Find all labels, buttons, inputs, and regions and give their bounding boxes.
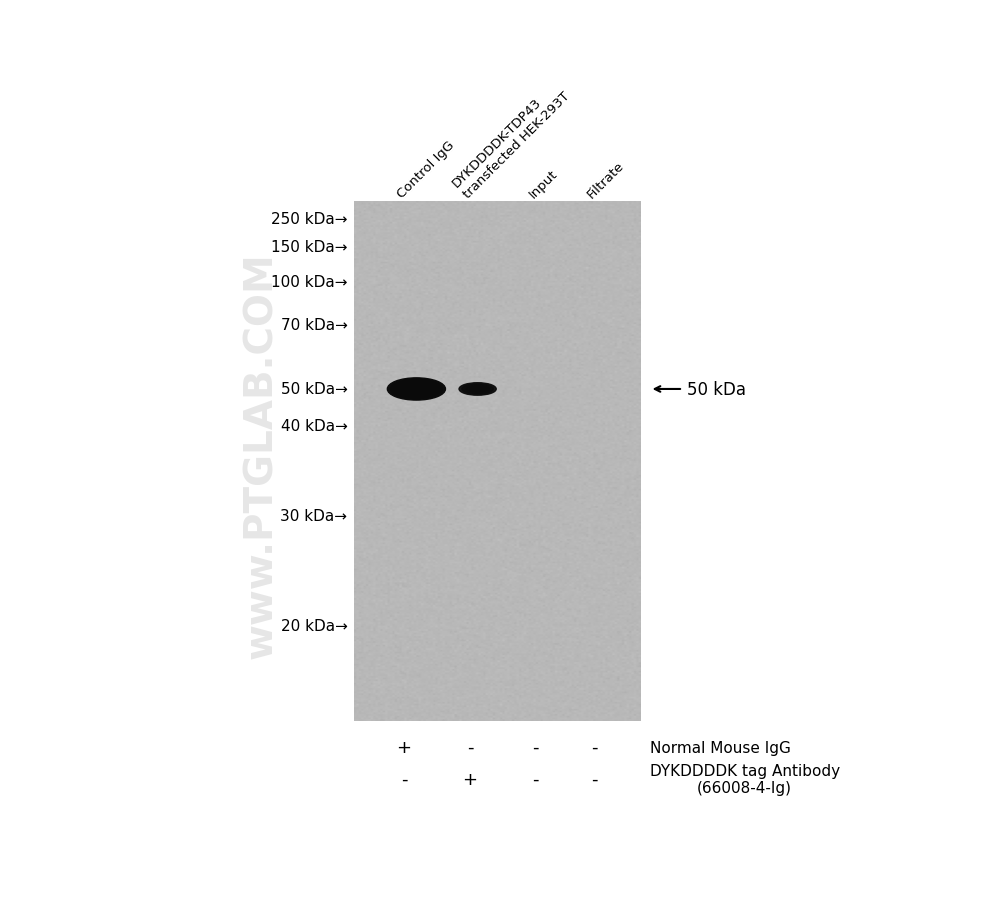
- Text: 70 kDa→: 70 kDa→: [281, 318, 347, 333]
- Text: -: -: [532, 738, 539, 756]
- Ellipse shape: [406, 387, 427, 391]
- Text: -: -: [591, 738, 597, 756]
- Text: Filtrate: Filtrate: [585, 159, 627, 200]
- Text: +: +: [462, 770, 477, 788]
- Ellipse shape: [387, 379, 445, 400]
- Ellipse shape: [462, 384, 493, 394]
- Text: 50 kDa: 50 kDa: [687, 381, 746, 399]
- Text: 100 kDa→: 100 kDa→: [271, 274, 347, 290]
- Text: DYKDDDDK tag Antibody
(66008-4-Ig): DYKDDDDK tag Antibody (66008-4-Ig): [650, 763, 840, 796]
- Text: DYKDDDDK-TDP43
transfected HEK-293T: DYKDDDDK-TDP43 transfected HEK-293T: [450, 78, 572, 200]
- Ellipse shape: [459, 383, 496, 396]
- Text: -: -: [467, 738, 473, 756]
- Text: 30 kDa→: 30 kDa→: [280, 509, 347, 523]
- Text: -: -: [532, 770, 539, 788]
- Text: -: -: [401, 770, 407, 788]
- Ellipse shape: [390, 380, 443, 399]
- Ellipse shape: [400, 385, 432, 394]
- Text: 50 kDa→: 50 kDa→: [281, 382, 347, 397]
- Text: Normal Mouse IgG: Normal Mouse IgG: [650, 740, 791, 755]
- Text: 250 kDa→: 250 kDa→: [271, 212, 347, 227]
- Text: Input: Input: [527, 167, 560, 200]
- Text: Control IgG: Control IgG: [395, 139, 457, 200]
- Text: +: +: [396, 738, 412, 756]
- Text: 40 kDa→: 40 kDa→: [281, 419, 347, 433]
- Text: 20 kDa→: 20 kDa→: [281, 618, 347, 633]
- Text: 150 kDa→: 150 kDa→: [271, 240, 347, 254]
- Ellipse shape: [395, 382, 438, 397]
- Ellipse shape: [466, 386, 490, 393]
- Text: www.PTGLAB.COM: www.PTGLAB.COM: [242, 253, 280, 658]
- Ellipse shape: [470, 388, 485, 391]
- Text: -: -: [591, 770, 597, 788]
